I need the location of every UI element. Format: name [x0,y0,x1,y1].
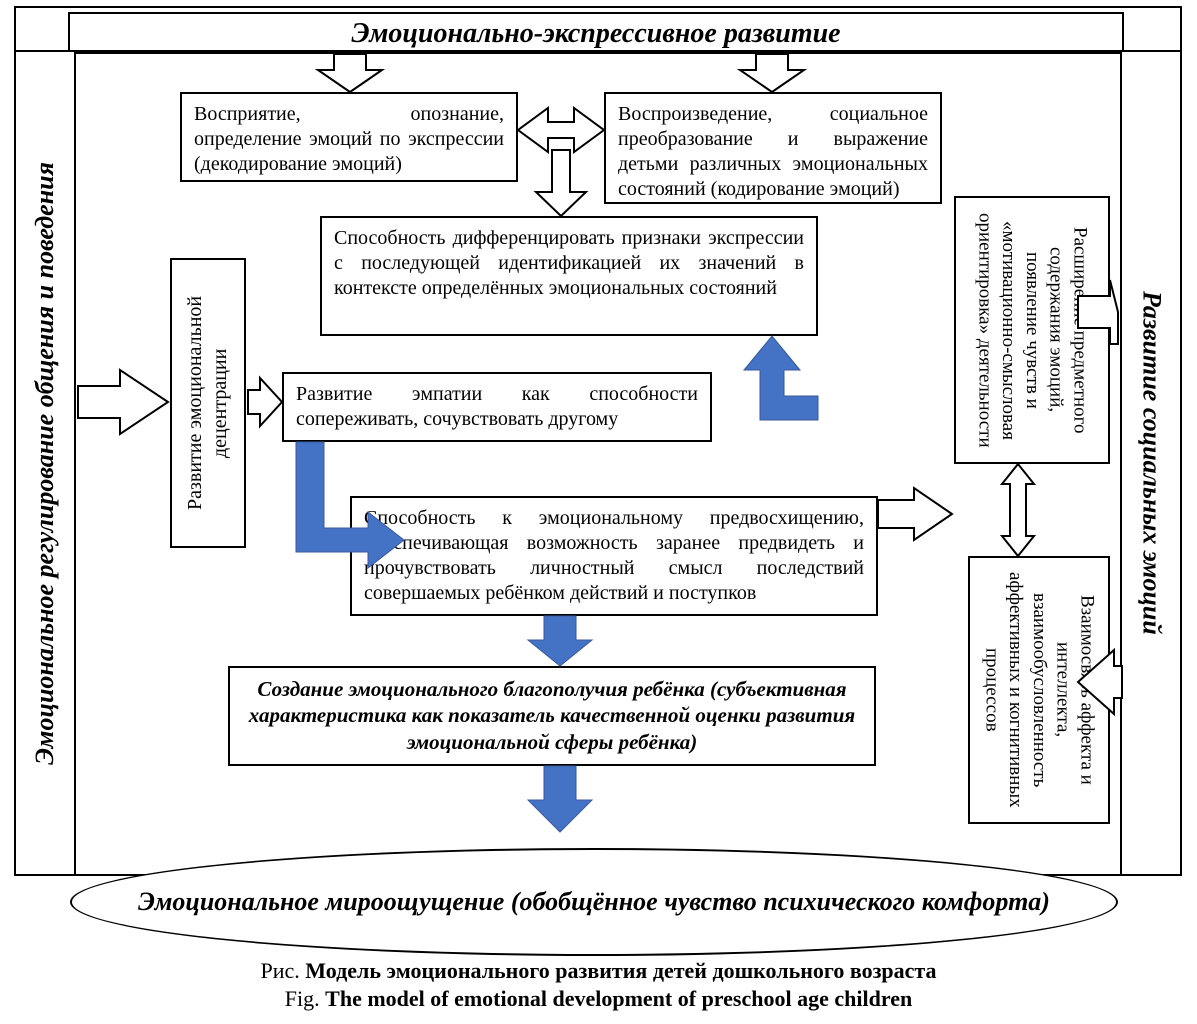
node-expansion: Расширение предметного содержания эмоций… [954,196,1110,464]
node-expansion-text: Расширение предметного содержания эмоций… [973,206,1092,454]
node-decentration: Развитие эмоциональной децентрации [170,258,246,548]
node-decode-text: Восприятие, опознание, определение эмоци… [194,103,504,175]
caption-en-text: The model of emotional development of pr… [325,986,912,1011]
node-affect: Взаимосвязь аффекта и интеллекта, взаимо… [968,556,1110,824]
side-left-label: Эмоциональное регулирование общения и по… [29,162,62,765]
node-diff-text: Способность дифференцировать признаки эк… [334,227,804,299]
side-right-box: Развитие социальных эмоций [1120,50,1182,876]
title-top: Эмоционально-экспрессивное развитие [68,12,1124,54]
caption-ru-text: Модель эмоционального развития детей дош… [305,958,936,983]
side-right-label: Развитие социальных эмоций [1135,291,1168,635]
node-encode-text: Воспроизведение, социальное преобразован… [618,103,928,200]
node-anticipation-text: Способность к эмоциональному предвосхище… [364,507,864,604]
node-empathy-text: Развитие эмпатии как способности сопереж… [296,383,698,430]
node-encode: Воспроизведение, социальное преобразован… [604,92,942,204]
side-left-box: Эмоциональное регулирование общения и по… [14,50,76,876]
node-decode: Восприятие, опознание, определение эмоци… [180,92,518,182]
node-wellbeing: Создание эмоционального благополучия реб… [228,666,876,766]
caption-ru: Рис. Модель эмоционального развития дете… [0,958,1197,984]
node-anticipation: Способность к эмоциональному предвосхище… [350,496,878,616]
node-diff: Способность дифференцировать признаки эк… [320,216,818,336]
caption-ru-prefix: Рис. [260,958,305,983]
caption-en-prefix: Fig. [285,986,325,1011]
node-ellipse: Эмоциональное мироощущение (обобщённое ч… [70,848,1118,956]
node-empathy: Развитие эмпатии как способности сопереж… [282,372,712,442]
node-decentration-text: Развитие эмоциональной децентрации [183,268,233,538]
caption-en: Fig. The model of emotional development … [0,986,1197,1012]
node-affect-text: Взаимосвязь аффекта и интеллекта, взаимо… [980,566,1099,814]
node-wellbeing-text: Создание эмоционального благополучия реб… [249,677,855,754]
node-ellipse-text: Эмоциональное мироощущение (обобщённое ч… [138,887,1050,917]
